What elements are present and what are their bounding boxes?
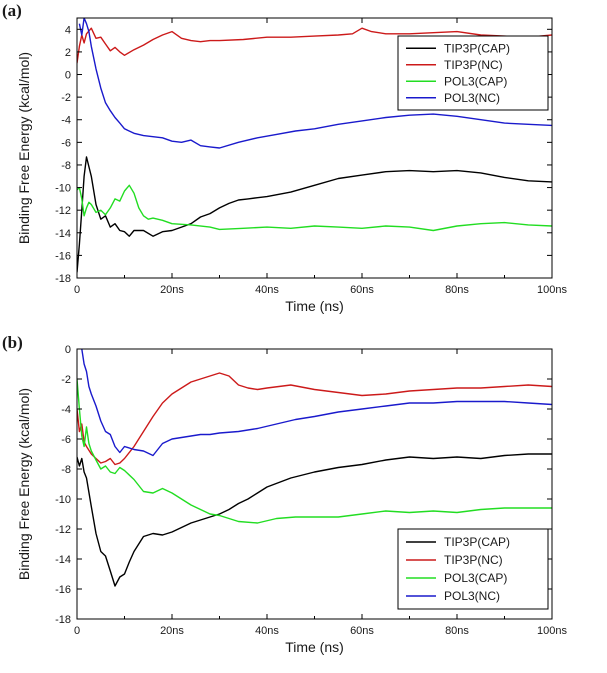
y-tick-label: -4 [61,115,71,127]
legend-label: POL3(CAP) [444,571,507,585]
x-tick-label: 100ns [537,284,567,296]
y-tick-label: 4 [65,24,71,36]
y-tick-label: -8 [61,464,71,476]
series-line-pol3-cap [77,184,552,232]
x-tick-label: 40ns [255,625,279,637]
x-tick-label: 40ns [255,284,279,296]
series-line-tip3p-cap [77,156,552,273]
series-group [77,18,552,273]
series-line-pol3-cap [77,378,552,524]
legend-label: POL3(CAP) [444,74,507,88]
legend-label: TIP3P(NC) [444,553,503,567]
y-tick-label: -10 [55,183,71,195]
y-tick-label: -18 [55,273,71,285]
series-line-tip3p-nc [77,372,552,466]
legend-label: TIP3P(CAP) [444,41,510,55]
legend: TIP3P(CAP) TIP3P(NC) POL3(CAP) POL3(NC) [397,35,549,111]
series-line-pol3-nc [81,349,552,457]
x-tick-label: 80ns [445,625,469,637]
y-tick-label: -8 [61,160,71,172]
x-tick-label: 60ns [350,625,374,637]
x-tick-label: 80ns [445,284,469,296]
y-tick-label: 0 [65,70,71,82]
series-line-pol3-nc [78,18,552,149]
y-axis-title: Binding Free Energy (kcal/mol) [16,388,32,580]
y-tick-label: 0 [65,344,71,356]
x-tick-label: 0 [74,284,80,296]
y-tick-label: -14 [55,554,71,566]
series-group [77,349,552,587]
y-tick-label: -12 [55,524,71,536]
y-tick-label: -14 [55,228,71,240]
y-axis-title: Binding Free Energy (kcal/mol) [16,52,32,244]
x-tick-label: 20ns [160,284,184,296]
series-line-tip3p-nc [77,27,552,64]
x-tick-label: 100ns [537,625,567,637]
y-tick-label: 2 [65,47,71,59]
legend: TIP3P(CAP) TIP3P(NC) POL3(CAP) POL3(NC) [397,528,549,610]
y-tick-label: -4 [61,404,71,416]
legend-label: POL3(NC) [444,589,500,603]
panel-label: (a) [2,1,22,20]
y-tick-label: -10 [55,494,71,506]
y-tick-label: -6 [61,137,71,149]
legend-label: POL3(NC) [444,91,500,105]
panel-a: (a) 0 20ns 40ns 60ns 80ns 100ns 4 2 0 -2 -4 -6 -8 -10 -… [2,1,567,314]
legend-label: TIP3P(CAP) [444,535,510,549]
y-tick-label: -2 [61,374,71,386]
x-axis-title: Time (ns) [285,298,344,314]
x-tick-label: 0 [74,625,80,637]
x-tick-label: 60ns [350,284,374,296]
y-tick-label: -16 [55,250,71,262]
y-tick-label: -16 [55,584,71,596]
y-tick-label: -6 [61,434,71,446]
legend-label: TIP3P(NC) [444,58,503,72]
x-axis-title: Time (ns) [285,639,344,655]
panel-label: (b) [2,333,23,352]
y-tick-label: -12 [55,205,71,217]
series-line-tip3p-cap [77,453,552,587]
panel-b: (b) 0 20ns 40ns 60ns 80ns 100ns 0 -2 -4 -6 -8 -10 -12… [2,333,567,655]
x-tick-label: 20ns [160,625,184,637]
y-tick-label: -18 [55,614,71,626]
y-tick-label: -2 [61,92,71,104]
